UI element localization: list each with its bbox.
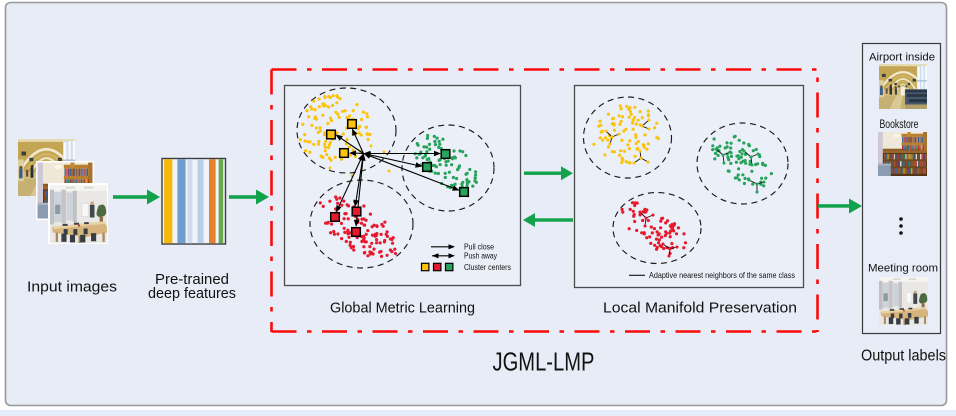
- svg-text:Cluster centers: Cluster centers: [464, 263, 511, 272]
- svg-text:Bookstore: Bookstore: [880, 119, 919, 131]
- svg-text:Adaptive nearest neighbors of: Adaptive nearest neighbors of the same c…: [649, 271, 795, 280]
- svg-text:Pull close: Pull close: [464, 243, 494, 252]
- svg-text:Meeting room: Meeting room: [868, 263, 938, 275]
- svg-text:Local Manifold Preservation: Local Manifold Preservation: [603, 299, 797, 316]
- svg-text:Global Metric Learning: Global Metric Learning: [330, 299, 475, 316]
- svg-text:Airport inside: Airport inside: [869, 52, 935, 64]
- svg-text:Output labels: Output labels: [861, 347, 946, 364]
- svg-text:Input images: Input images: [27, 280, 117, 296]
- svg-text:JGML-LMP: JGML-LMP: [493, 347, 595, 377]
- svg-text:Pre-trained: Pre-trained: [155, 272, 229, 288]
- svg-text:Push away: Push away: [464, 252, 497, 261]
- svg-text:deep features: deep features: [148, 286, 236, 302]
